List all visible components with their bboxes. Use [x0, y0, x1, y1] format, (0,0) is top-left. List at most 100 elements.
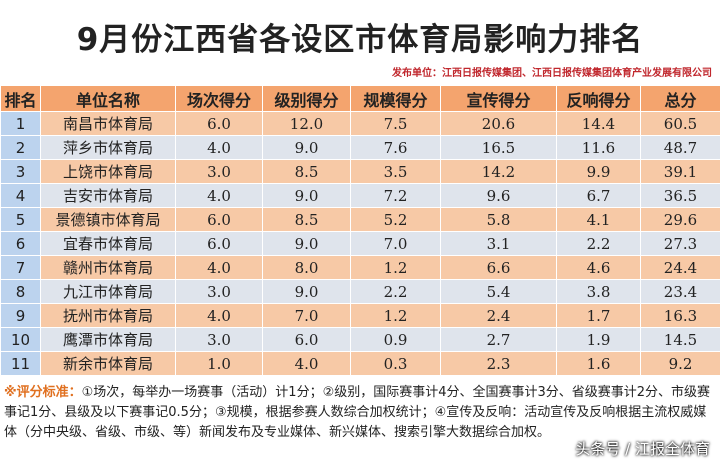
score-cell: 9.9: [556, 159, 641, 184]
score-cell: 1.9: [556, 327, 641, 352]
name-cell: 景德镇市体育局: [40, 207, 176, 232]
score-cell: 29.6: [640, 207, 720, 232]
name-cell: 上饶市体育局: [40, 159, 176, 184]
watermark: 头条号 / 江报全体育: [575, 440, 710, 458]
score-cell: 6.0: [262, 327, 351, 352]
table-row: 10 鹰潭市体育局 3.0 6.0 0.9 2.7 1.9 14.5: [0, 327, 720, 352]
score-cell: 9.2: [640, 351, 720, 376]
title: 9月份江西省各设区市体育局影响力排名: [76, 22, 644, 58]
score-cell: 7.6: [350, 135, 441, 160]
name-cell: 新余市体育局: [40, 351, 176, 376]
column-header: 宣传得分: [440, 85, 557, 112]
score-cell: 8.5: [262, 207, 351, 232]
score-cell: 27.3: [640, 231, 720, 256]
score-cell: 4.1: [556, 207, 641, 232]
score-cell: 2.2: [556, 231, 641, 256]
table-row: 2 萍乡市体育局 4.0 9.0 7.6 16.5 11.6 48.7: [0, 135, 720, 160]
score-cell: 2.2: [350, 279, 441, 304]
table-row: 8 九江市体育局 3.0 9.0 2.2 5.4 3.8 23.4: [0, 279, 720, 304]
score-cell: 3.1: [440, 231, 557, 256]
column-header: 规模得分: [350, 85, 441, 112]
score-cell: 14.4: [556, 111, 641, 136]
score-cell: 11.6: [556, 135, 641, 160]
name-cell: 鹰潭市体育局: [40, 327, 176, 352]
score-cell: 3.0: [175, 279, 263, 304]
rank-cell: 11: [0, 351, 41, 376]
name-cell: 萍乡市体育局: [40, 135, 176, 160]
score-cell: 1.6: [556, 351, 641, 376]
table-row: 5 景德镇市体育局 6.0 8.5 5.2 5.8 4.1 29.6: [0, 207, 720, 232]
score-cell: 3.8: [556, 279, 641, 304]
score-cell: 4.6: [556, 255, 641, 280]
column-header: 级别得分: [262, 85, 351, 112]
score-cell: 3.0: [175, 159, 263, 184]
score-cell: 14.2: [440, 159, 557, 184]
table-row: 7 赣州市体育局 4.0 8.0 1.2 6.6 4.6 24.4: [0, 255, 720, 280]
score-cell: 4.0: [175, 255, 263, 280]
score-cell: 20.6: [440, 111, 557, 136]
column-header: 总分: [640, 85, 720, 112]
rank-cell: 7: [0, 255, 41, 280]
score-cell: 4.0: [175, 303, 263, 328]
score-cell: 2.4: [440, 303, 557, 328]
score-cell: 23.4: [640, 279, 720, 304]
score-cell: 7.2: [350, 183, 441, 208]
score-cell: 9.0: [262, 135, 351, 160]
score-cell: 6.6: [440, 255, 557, 280]
score-cell: 16.3: [640, 303, 720, 328]
publisher: 发布单位：江西日报传媒集团、江西日报传媒集团体育产业发展有限公司: [392, 68, 712, 79]
table-row: 9 抚州市体育局 4.0 7.0 1.2 2.4 1.7 16.3: [0, 303, 720, 328]
score-cell: 7.0: [262, 303, 351, 328]
footnote-label: ※评分标准：: [4, 385, 82, 400]
score-cell: 0.9: [350, 327, 441, 352]
score-cell: 1.0: [175, 351, 263, 376]
score-cell: 39.1: [640, 159, 720, 184]
score-cell: 1.7: [556, 303, 641, 328]
table-row: 1 南昌市体育局 6.0 12.0 7.5 20.6 14.4 60.5: [0, 111, 720, 136]
table-row: 11 新余市体育局 1.0 4.0 0.3 2.3 1.6 9.2: [0, 351, 720, 376]
score-cell: 16.5: [440, 135, 557, 160]
score-cell: 4.0: [175, 135, 263, 160]
table-row: 6 宜春市体育局 6.0 9.0 7.0 3.1 2.2 27.3: [0, 231, 720, 256]
score-cell: 8.0: [262, 255, 351, 280]
column-header: 单位名称: [40, 85, 176, 112]
column-header: 反响得分: [556, 85, 641, 112]
name-cell: 南昌市体育局: [40, 111, 176, 136]
score-cell: 14.5: [640, 327, 720, 352]
ranking-table: 排名 单位名称 场次得分 级别得分 规模得分 宣传得分 反响得分 总分 1 南昌市体育局 6.0 1…: [0, 85, 720, 376]
score-cell: 24.4: [640, 255, 720, 280]
score-cell: 7.5: [350, 111, 441, 136]
score-cell: 36.5: [640, 183, 720, 208]
score-cell: 12.0: [262, 111, 351, 136]
rank-cell: 3: [0, 159, 41, 184]
score-cell: 9.0: [262, 183, 351, 208]
score-cell: 6.0: [175, 111, 263, 136]
name-cell: 九江市体育局: [40, 279, 176, 304]
score-cell: 5.2: [350, 207, 441, 232]
score-cell: 9.0: [262, 279, 351, 304]
header-row: 排名 单位名称 场次得分 级别得分 规模得分 宣传得分 反响得分 总分: [0, 85, 720, 112]
score-cell: 0.3: [350, 351, 441, 376]
score-cell: 8.5: [262, 159, 351, 184]
score-cell: 7.0: [350, 231, 441, 256]
column-header: 场次得分: [175, 85, 263, 112]
score-cell: 6.0: [175, 231, 263, 256]
score-cell: 5.8: [440, 207, 557, 232]
score-cell: 1.2: [350, 255, 441, 280]
name-cell: 赣州市体育局: [40, 255, 176, 280]
score-cell: 2.7: [440, 327, 557, 352]
score-cell: 48.7: [640, 135, 720, 160]
score-cell: 3.5: [350, 159, 441, 184]
table-row: 3 上饶市体育局 3.0 8.5 3.5 14.2 9.9 39.1: [0, 159, 720, 184]
score-cell: 6.7: [556, 183, 641, 208]
table-row: 4 吉安市体育局 4.0 9.0 7.2 9.6 6.7 36.5: [0, 183, 720, 208]
column-header: 排名: [0, 85, 41, 112]
score-cell: 9.0: [262, 231, 351, 256]
score-cell: 1.2: [350, 303, 441, 328]
rank-cell: 6: [0, 231, 41, 256]
rank-cell: 9: [0, 303, 41, 328]
name-cell: 吉安市体育局: [40, 183, 176, 208]
score-cell: 9.6: [440, 183, 557, 208]
name-cell: 宜春市体育局: [40, 231, 176, 256]
